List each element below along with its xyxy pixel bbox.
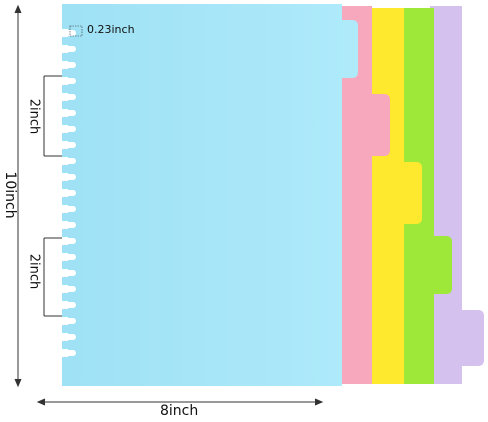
total-height-label: 10inch (2, 171, 18, 219)
binder-holes (66, 30, 76, 356)
total-width-label: 8inch (160, 403, 199, 419)
top-hole-span-label: 2inch (26, 98, 42, 135)
divider-blue (62, 4, 358, 386)
divider-green (402, 8, 452, 384)
divider-pink (340, 6, 390, 384)
dimension-lines (14, 4, 324, 406)
bottom-hole-span-label: 2inch (26, 253, 42, 290)
divider-purple (430, 6, 484, 384)
hole-size-label: 0.23inch (87, 23, 135, 36)
hole-size-marker (69, 25, 83, 37)
